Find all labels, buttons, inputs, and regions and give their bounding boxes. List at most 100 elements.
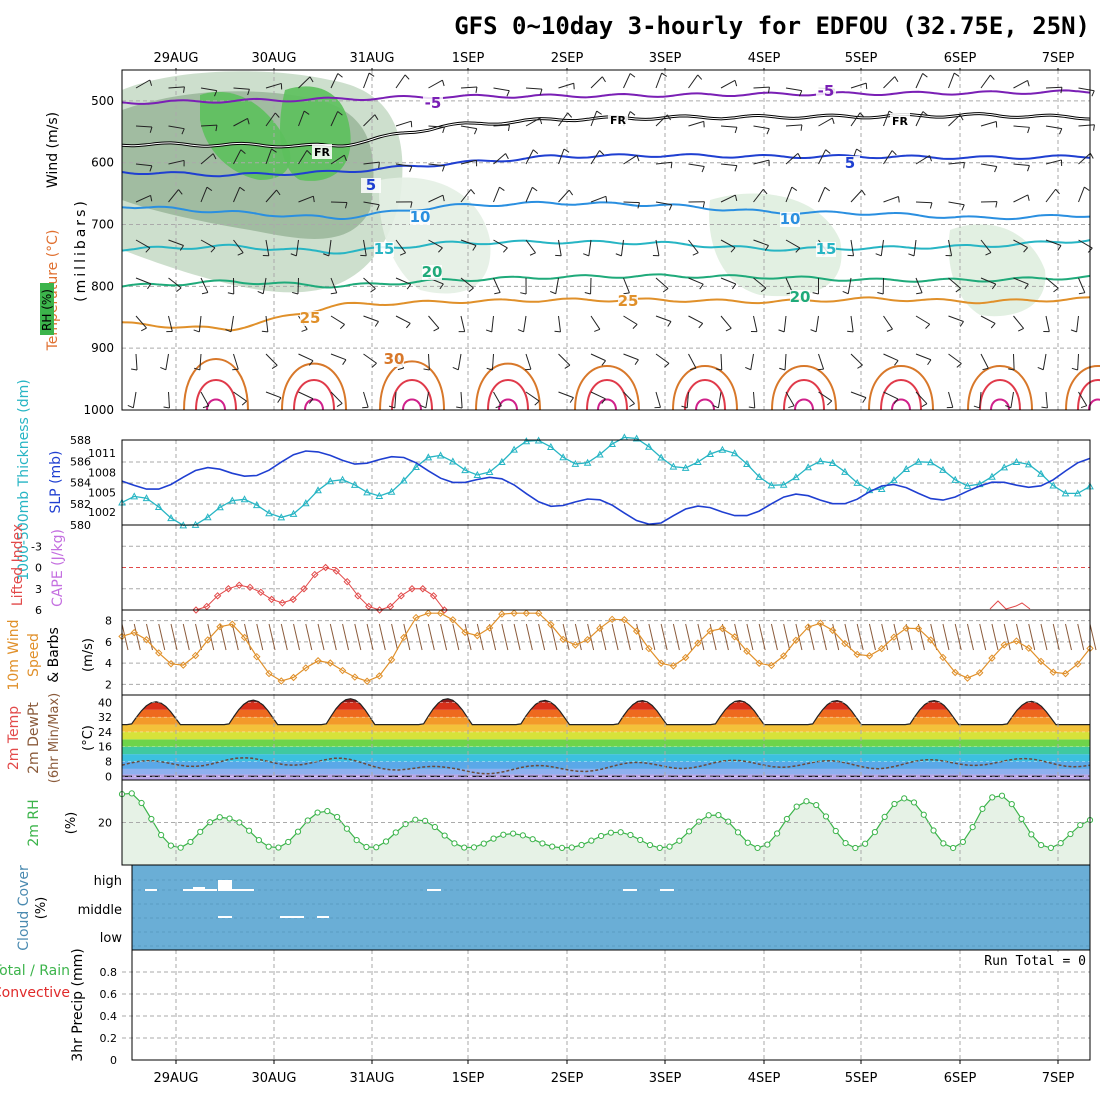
wind-barb-flag xyxy=(555,331,561,332)
slp-tick: 1008 xyxy=(88,467,116,480)
rh-point xyxy=(550,844,555,849)
ylabel-cloud: Cloud Cover xyxy=(16,865,32,951)
rh-point xyxy=(833,828,838,833)
contour-label: 15 xyxy=(374,240,395,258)
precip-frame xyxy=(132,950,1090,1060)
wind-barb-10m xyxy=(980,624,986,650)
rh-point xyxy=(970,825,975,830)
rh-point xyxy=(657,845,662,850)
wind-barb-10m xyxy=(526,624,532,650)
rh-point xyxy=(1058,841,1063,846)
wind-barb xyxy=(1014,354,1015,370)
ylabel-millibars: (millibars) xyxy=(73,198,89,302)
rh-point xyxy=(677,838,682,843)
wind-barb-10m xyxy=(343,624,349,650)
rh-point xyxy=(696,819,701,824)
wind-barb-10m xyxy=(808,624,814,650)
rh-point xyxy=(863,841,868,846)
wind-barb-10m xyxy=(918,624,924,650)
ylabel-temp-c: (6hr Min/Max) xyxy=(47,693,62,783)
wind-barb-10m xyxy=(159,624,165,650)
rh-point xyxy=(335,814,340,819)
rh-point xyxy=(872,829,877,834)
pressure-tick-label: 600 xyxy=(91,156,114,170)
rh-point xyxy=(726,819,731,824)
wind-barb-10m xyxy=(869,624,875,650)
wind-tick: 4 xyxy=(105,657,112,670)
wind-barb-10m xyxy=(710,624,716,650)
temp-tick: 16 xyxy=(98,741,112,754)
wind-barb-10m xyxy=(686,624,692,650)
wind-barb-10m xyxy=(857,624,863,650)
cloud-bar xyxy=(193,887,205,891)
precip-tick: 0.6 xyxy=(100,988,118,1001)
rh-point xyxy=(295,829,300,834)
wind-barb-10m xyxy=(330,624,336,650)
contour-label: 25 xyxy=(300,309,321,327)
wind-barb-10m xyxy=(771,624,777,650)
rh-point xyxy=(559,845,564,850)
rh-point xyxy=(823,814,828,819)
thickness-tick: 588 xyxy=(70,434,91,447)
rh-point xyxy=(843,841,848,846)
wind-barb-flag xyxy=(262,331,268,332)
rh-point xyxy=(628,832,633,837)
rh-point xyxy=(960,839,965,844)
pressure-tick-label: 1000 xyxy=(83,403,114,417)
wind-barb-10m xyxy=(318,624,324,650)
rh-point xyxy=(198,829,203,834)
contour-label: FR xyxy=(610,114,627,127)
date-tick-bottom: 29AUG xyxy=(153,1071,198,1086)
li-tick: 3 xyxy=(35,583,42,596)
temp-tick: 8 xyxy=(105,756,112,769)
rh-point xyxy=(149,816,154,821)
contour-label: 5 xyxy=(845,154,855,172)
rh-point xyxy=(442,833,447,838)
rh-point xyxy=(159,832,164,837)
rh-point xyxy=(706,813,711,818)
temp-band xyxy=(122,732,1090,739)
wind-barb-10m xyxy=(931,624,937,650)
run-total: Run Total = 0 xyxy=(984,954,1086,969)
wind-barb-10m xyxy=(294,624,300,650)
temp-band xyxy=(122,739,1090,746)
temp-band xyxy=(122,754,1090,761)
contour-label: 20 xyxy=(422,263,443,281)
rh-point xyxy=(599,833,604,838)
date-tick-top: 30AUG xyxy=(251,51,296,66)
rh-point xyxy=(432,824,437,829)
rh-point xyxy=(755,845,760,850)
panel-frame xyxy=(122,610,1090,695)
wind-barb-10m xyxy=(575,624,581,650)
cloud-bar xyxy=(218,916,232,918)
contour-label: 20 xyxy=(790,288,811,306)
wind-barb-10m xyxy=(1065,624,1071,650)
wind-barb-flag xyxy=(1090,153,1093,158)
wind-barb-10m xyxy=(355,624,361,650)
rh-point xyxy=(784,816,789,821)
rh-point xyxy=(1039,842,1044,847)
rh-point xyxy=(765,842,770,847)
cloud-bar xyxy=(280,916,304,918)
pressure-tick-label: 500 xyxy=(91,94,114,108)
rh-point xyxy=(814,802,819,807)
ylabel-li: Lifted Index xyxy=(10,524,26,606)
rh-point xyxy=(1078,822,1083,827)
wind-barb-10m xyxy=(637,624,643,650)
wind-barb-10m xyxy=(196,624,202,650)
ylabel-temp-a: 2m Temp xyxy=(6,706,22,770)
ylabel-rh2m-unit: (%) xyxy=(64,812,79,835)
wind-barb-10m xyxy=(820,624,826,650)
ylabel-wind-c: & Barbs xyxy=(46,627,62,683)
rh-point xyxy=(1009,802,1014,807)
wind-barb-10m xyxy=(257,624,263,650)
rh-point xyxy=(217,815,222,820)
cloud-level-label: low xyxy=(100,931,123,946)
